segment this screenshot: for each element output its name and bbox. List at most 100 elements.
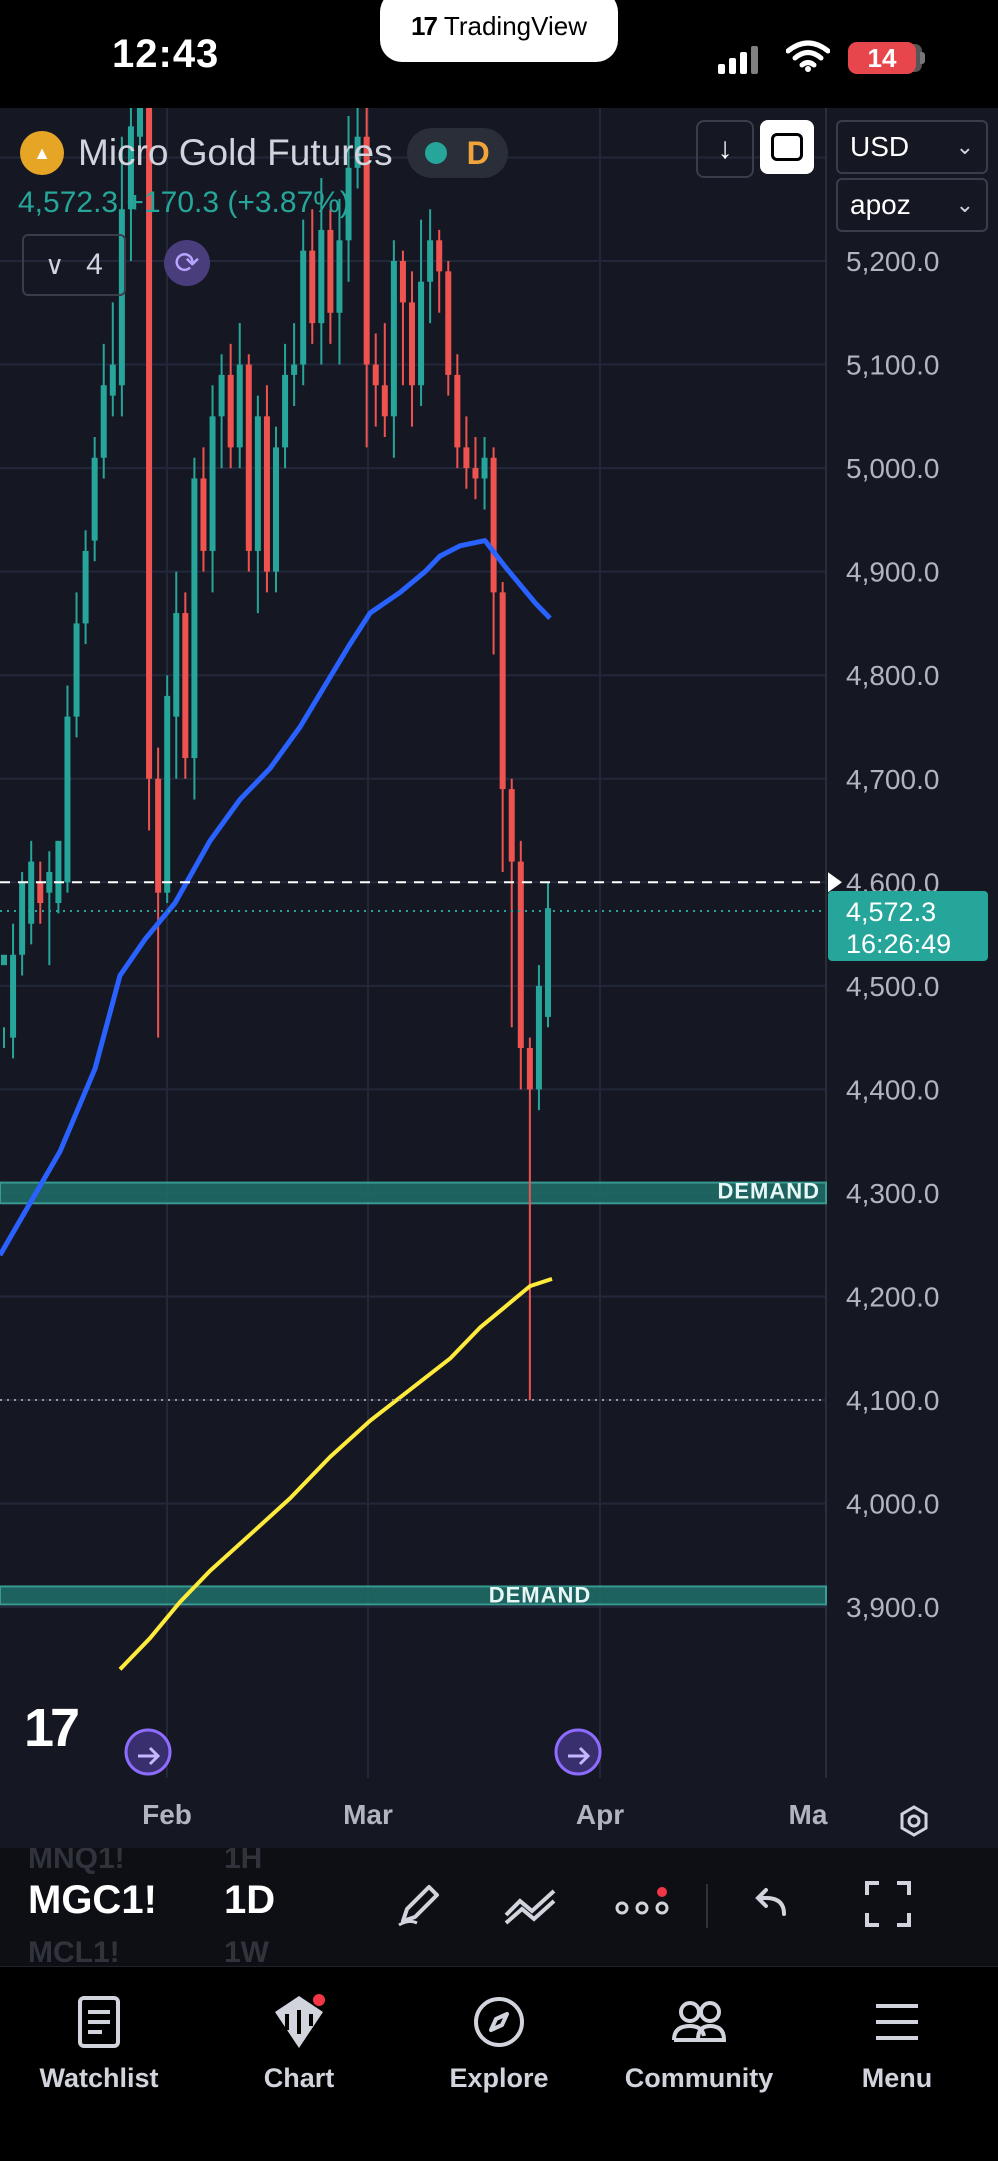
tab-explore[interactable]: Explore [414,1987,584,2094]
candle-body [481,457,488,479]
more-icon[interactable] [612,1874,672,1934]
watchlist-icon [78,1996,120,2048]
candle-body [363,136,370,365]
time-axis-label: Ma [789,1799,828,1830]
tab-label: Watchlist [39,2063,159,2093]
indicator-count: 4 [86,248,103,281]
unit-select[interactable]: apoz ⌄ [836,178,988,232]
price-axis-label: 4,200.0 [846,1282,939,1313]
price-axis-label: 4,800.0 [846,660,939,691]
fullscreen-icon[interactable] [858,1874,918,1934]
candle-body [282,374,289,448]
price-axis-label: 4,700.0 [846,764,939,795]
trend-line-icon[interactable] [500,1874,560,1934]
candle-body [10,954,17,1038]
gold-bars-icon: ▲ [20,131,64,175]
tab-label: Community [624,2063,774,2093]
price-axis-label: 4,300.0 [846,1178,939,1209]
candle-body [118,209,125,386]
tab-chart[interactable]: Chart [214,1987,384,2094]
download-icon[interactable]: ↓ [696,120,754,178]
candle-body [182,613,189,759]
price-axis-label: 5,200.0 [846,246,939,277]
candle-body [82,550,89,624]
status-time: 12:43 [112,32,220,76]
candle-body [517,861,524,1048]
candle-body [155,778,162,893]
market-status-badge[interactable]: D [406,128,508,178]
candle-body [173,613,180,717]
price-axis-label: 4,400.0 [846,1074,939,1105]
symbol-header[interactable]: ▲ Micro Gold Futures D [20,128,508,178]
time-axis-label: Mar [343,1799,393,1830]
candle-body [191,478,198,759]
tab-label: Menu [861,2063,933,2093]
symbol-name: Micro Gold Futures [78,132,393,173]
currency-value: USD [850,131,910,162]
demand-zone[interactable] [0,1585,827,1606]
candle-body [291,364,298,375]
chevron-down-icon: ∨ [45,249,65,280]
candle-body [236,364,243,448]
bottom-tab-bar: Watchlist Chart Explore Community Menu [0,1966,998,2161]
moving-average-fast[interactable] [0,538,552,1257]
chevron-down-icon: ⌄ [955,134,974,159]
chevron-down-icon: ⌄ [955,192,974,217]
tab-watchlist[interactable]: Watchlist [14,1987,184,2094]
indicators-toggle-button[interactable]: ∨ 4 [22,234,126,296]
price-axis-label: 4,000.0 [846,1489,939,1520]
sync-icon[interactable]: ⟳ [164,240,210,286]
current-price-label: 4,572.3 [846,897,936,927]
price-change: 4,572.3 +170.3 (+3.87%) [18,186,350,219]
candle-body [418,281,425,386]
candle-body [526,1047,533,1090]
candle-body [463,447,470,469]
app-pill[interactable]: 17 TradingView [380,0,618,62]
candle-body [436,240,443,272]
symbol-ticker-button[interactable]: MGC1! [28,1878,157,1922]
battery-level: 14 [867,43,897,73]
candle-body [46,871,53,893]
candle-body [218,374,225,417]
wifi-icon [786,40,830,72]
candle-body [19,882,26,955]
tab-menu[interactable]: Menu [812,1987,982,2094]
time-axis-label: Feb [142,1799,192,1830]
tradingview-watermark-icon: 17 [24,1698,78,1758]
app-pill-label: TradingView [443,10,587,41]
tradingview-logo-icon: 17 [411,10,438,41]
tab-community[interactable]: Community [614,1987,784,2094]
candle-body [508,789,515,862]
candle-body [309,250,316,324]
candle-body [109,364,116,396]
candle-body [146,108,153,779]
candle-body [490,457,497,593]
candle-body [100,385,107,458]
tab-label: Explore [449,2063,549,2093]
moving-average-slow[interactable] [118,1276,553,1671]
screenshot-button[interactable] [760,120,814,174]
candle-body [300,250,307,365]
candle-body [345,167,352,241]
signal-icon [718,46,758,74]
candle-body [318,229,325,324]
demand-zone[interactable] [0,1181,827,1205]
currency-select[interactable]: USD ⌄ [836,120,988,174]
settings-icon[interactable] [900,1805,928,1837]
candle-body [55,840,62,904]
price-axis-label: 5,100.0 [846,350,939,381]
event-marker-icon[interactable] [554,1728,602,1776]
candle-body [227,374,234,448]
interval-button[interactable]: 1D [224,1878,276,1922]
candle-body [472,468,479,479]
event-marker-icon[interactable] [124,1728,172,1776]
undo-icon[interactable] [744,1874,804,1934]
tab-label: Chart [263,2063,335,2093]
candle-body [137,108,143,137]
pen-draw-icon[interactable] [390,1874,450,1934]
price-axis-label: 4,900.0 [846,557,939,588]
candle-body [1,954,7,966]
candle-body [28,861,35,924]
candle-body [273,447,279,572]
